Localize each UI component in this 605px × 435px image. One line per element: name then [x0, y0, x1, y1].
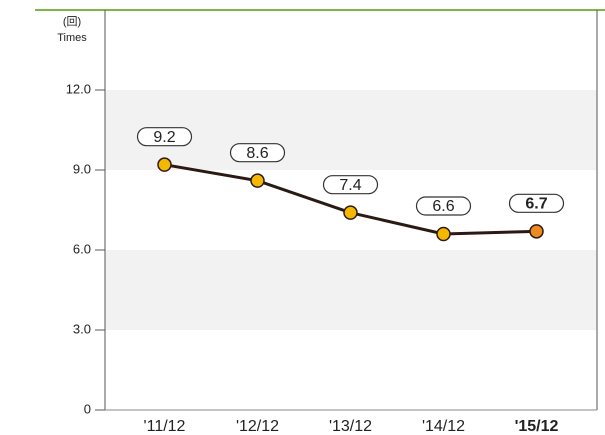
value-label-box	[322, 175, 379, 195]
value-label: 7.4	[339, 177, 361, 194]
y-tick-label: 6.0	[73, 241, 91, 256]
value-label: 9.2	[153, 129, 175, 146]
value-label: 6.6	[432, 198, 454, 215]
point	[343, 205, 358, 220]
value-label-box	[415, 196, 472, 216]
point	[436, 226, 451, 242]
y-unit-label: (回)	[63, 15, 81, 28]
y-tick-label: 0	[84, 401, 91, 416]
x-tick-label: '13/12	[329, 418, 372, 435]
y-tick-label: 12.0	[66, 81, 91, 96]
value-label: 6.7	[525, 196, 547, 213]
y-tick-label: 3.0	[73, 321, 91, 336]
x-tick-label: '15/12	[515, 418, 559, 435]
point	[250, 173, 265, 188]
value-label: 8.6	[246, 145, 268, 162]
y-tick-label: 9.0	[73, 161, 91, 176]
grid-band	[105, 250, 597, 330]
value-label-box	[508, 193, 565, 213]
point	[157, 157, 172, 172]
x-tick-label: '14/12	[422, 418, 465, 435]
point	[529, 224, 544, 239]
value-label-box	[229, 143, 286, 163]
value-label-box	[136, 127, 193, 147]
x-tick-label: '11/12	[144, 418, 186, 435]
x-tick-label: '12/12	[236, 418, 279, 435]
y-axis-label: Times	[57, 32, 87, 44]
